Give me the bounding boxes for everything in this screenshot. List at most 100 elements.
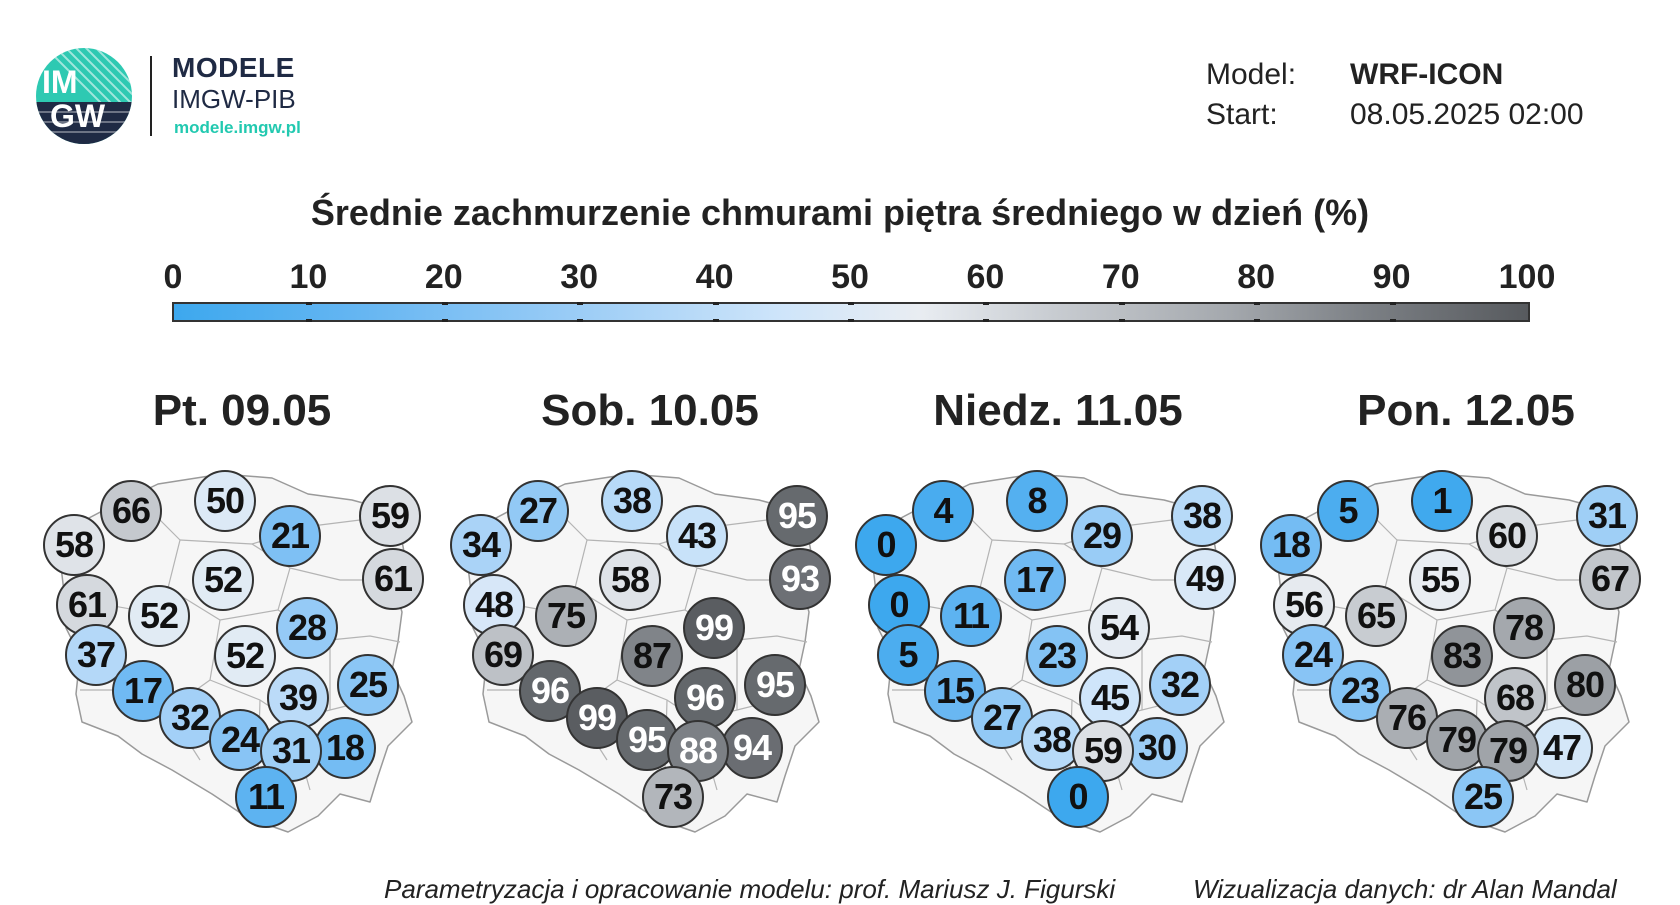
region-value: 21 — [259, 505, 321, 567]
brand-url[interactable]: modele.imgw.pl — [174, 118, 301, 137]
region-value: 67 — [1579, 548, 1641, 610]
model-value: WRF-ICON — [1350, 58, 1504, 91]
region-value: 65 — [1345, 585, 1407, 647]
scale-label-50: 50 — [831, 258, 869, 296]
region-value: 78 — [1493, 597, 1555, 659]
region-value: 29 — [1071, 505, 1133, 567]
region-value: 30 — [1126, 717, 1188, 779]
region-value: 24 — [1282, 624, 1344, 686]
imgw-logo: IM GW — [34, 46, 134, 146]
brand-divider — [150, 56, 152, 136]
day-label-1: Pt. 09.05 — [152, 386, 332, 435]
region-value: 50 — [194, 470, 256, 532]
region-value: 1 — [1411, 470, 1473, 532]
region-value: 8 — [1006, 470, 1068, 532]
region-value: 96 — [674, 667, 736, 729]
region-value: 69 — [472, 624, 534, 686]
poland-map-4: 5 1 31 18 60 67 55 56 65 78 24 83 80 23 68 76 79 47 79 25 — [1257, 460, 1657, 840]
scale-tick — [1389, 302, 1396, 322]
scale-tick — [712, 302, 719, 322]
day-label-4: Pon. 12.05 — [1357, 386, 1575, 435]
region-value: 68 — [1484, 667, 1546, 729]
region-value: 52 — [192, 549, 254, 611]
region-value: 32 — [159, 687, 221, 749]
region-value: 47 — [1531, 717, 1593, 779]
color-scale-bar — [172, 302, 1530, 322]
region-value: 0 — [855, 514, 917, 576]
region-value: 37 — [65, 624, 127, 686]
region-value: 94 — [721, 717, 783, 779]
region-value: 5 — [1317, 480, 1379, 542]
logo-text-top: IM — [42, 64, 78, 100]
region-value: 76 — [1376, 687, 1438, 749]
scale-label-0: 0 — [163, 258, 183, 296]
region-value: 11 — [940, 585, 1002, 647]
poland-map-2: 27 38 95 34 43 93 58 48 75 99 69 87 95 96 96 99 95 94 88 73 — [447, 460, 847, 840]
region-value: 11 — [235, 766, 297, 828]
scale-tick — [1254, 302, 1261, 322]
region-value: 58 — [43, 514, 105, 576]
poland-map-3: 4 8 38 0 29 49 17 0 11 54 5 23 32 15 45 27 38 30 59 0 — [852, 460, 1252, 840]
scale-label-80: 80 — [1237, 258, 1276, 296]
region-value: 52 — [214, 625, 276, 687]
region-value: 18 — [1260, 514, 1322, 576]
region-value: 60 — [1476, 505, 1538, 567]
start-row: Start: 08.05.2025 02:00 — [1206, 98, 1626, 138]
region-value: 83 — [1431, 625, 1493, 687]
scale-label-40: 40 — [695, 258, 734, 296]
scale-tick — [441, 302, 448, 322]
region-value: 66 — [100, 480, 162, 542]
region-value: 52 — [128, 585, 190, 647]
region-value: 38 — [1021, 709, 1083, 771]
region-value: 95 — [766, 485, 828, 547]
region-value: 59 — [359, 485, 421, 547]
region-value: 23 — [1026, 625, 1088, 687]
footer-credit-model: Parametryzacja i opracowanie modelu: pro… — [384, 874, 1116, 904]
region-value: 96 — [519, 660, 581, 722]
region-value: 25 — [1452, 766, 1514, 828]
footer-credit-visualization: Wizualizacja danych: dr Alan Mandal — [1193, 874, 1617, 904]
region-value: 95 — [616, 709, 678, 771]
region-value: 28 — [276, 597, 338, 659]
region-value: 73 — [642, 766, 704, 828]
scale-label-100: 100 — [1498, 258, 1556, 296]
region-value: 88 — [667, 720, 729, 782]
region-value: 38 — [601, 470, 663, 532]
poland-map-1: 66 50 59 58 21 61 52 61 52 28 37 52 25 17 39 32 24 18 31 11 — [40, 460, 440, 840]
region-value: 55 — [1409, 549, 1471, 611]
region-value: 58 — [599, 549, 661, 611]
region-value: 0 — [1047, 766, 1109, 828]
scale-label-10: 10 — [289, 258, 328, 296]
region-value: 99 — [683, 597, 745, 659]
region-value: 17 — [1004, 549, 1066, 611]
start-label: Start: — [1206, 98, 1278, 131]
region-value: 75 — [535, 585, 597, 647]
scale-label-70: 70 — [1101, 258, 1140, 296]
region-value: 49 — [1174, 548, 1236, 610]
region-value: 25 — [337, 654, 399, 716]
region-value: 45 — [1079, 667, 1141, 729]
region-value: 38 — [1171, 485, 1233, 547]
scale-tick — [577, 302, 584, 322]
region-value: 31 — [1576, 485, 1638, 547]
scale-label-90: 90 — [1372, 258, 1411, 296]
region-value: 79 — [1426, 709, 1488, 771]
model-meta: Model: WRF-ICON Start: 08.05.2025 02:00 — [1206, 58, 1626, 138]
region-value: 27 — [507, 480, 569, 542]
brand-title: MODELE — [172, 52, 295, 83]
region-value: 23 — [1329, 660, 1391, 722]
scale-label-20: 20 — [424, 258, 463, 296]
region-value: 39 — [267, 667, 329, 729]
region-value: 34 — [450, 514, 512, 576]
page-title: Średnie zachmurzenie chmurami piętra śre… — [310, 192, 1370, 233]
scale-tick — [1118, 302, 1125, 322]
region-value: 61 — [362, 548, 424, 610]
scale-tick — [306, 302, 313, 322]
scale-tick — [983, 302, 990, 322]
region-value: 4 — [912, 480, 974, 542]
logo-text-bottom: GW — [50, 98, 106, 134]
region-value: 32 — [1149, 654, 1211, 716]
region-value: 95 — [744, 654, 806, 716]
scale-label-30: 30 — [560, 258, 599, 296]
brand-subtitle: IMGW-PIB — [172, 84, 296, 114]
